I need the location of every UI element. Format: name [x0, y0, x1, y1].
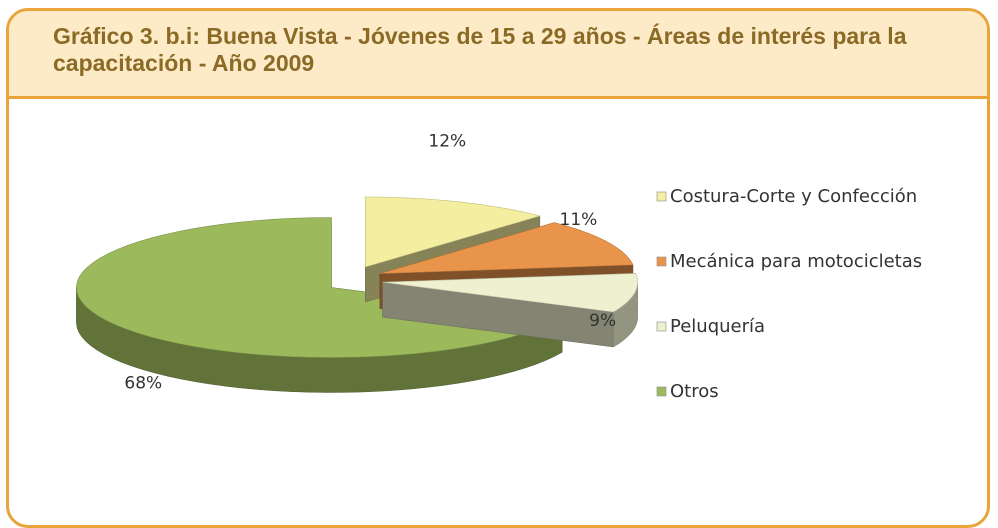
chart: 12% 11% 9% 68% Costura-Corte y Confección Mec… [76, 132, 922, 402]
chart-title: Gráfico 3. b.i: Buena Vista - Jóvenes de… [53, 23, 907, 76]
legend-label: Peluquería [670, 316, 765, 337]
legend-swatch [656, 386, 667, 397]
data-label: 68% [124, 373, 162, 393]
legend-swatch [656, 321, 667, 332]
legend-label: Mecánica para motocicletas [670, 251, 922, 272]
chart-frame: Gráfico 3. b.i: Buena Vista - Jóvenes de… [6, 8, 990, 528]
data-label: 11% [560, 210, 598, 230]
legend-swatch [656, 191, 667, 202]
header: Gráfico 3. b.i: Buena Vista - Jóvenes de… [9, 11, 987, 99]
legend-label: Otros [670, 381, 719, 402]
slice-top [365, 196, 542, 268]
slice-top [379, 222, 634, 274]
legend-label: Costura-Corte y Confección [670, 186, 917, 207]
pie-slice [382, 273, 638, 348]
slice-top [382, 273, 638, 313]
legend-swatch [656, 256, 667, 267]
data-label: 12% [428, 132, 466, 152]
data-label: 9% [589, 311, 616, 331]
